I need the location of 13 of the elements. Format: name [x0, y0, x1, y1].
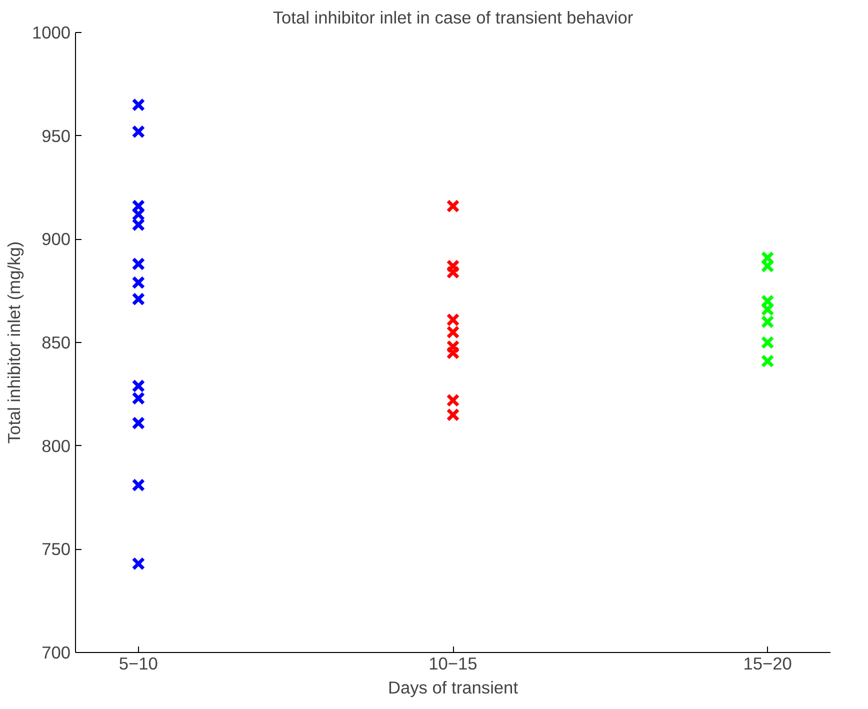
- chart-title: Total inhibitor inlet in case of transient behavior: [272, 8, 634, 28]
- y-tick-label: 800: [42, 436, 71, 456]
- x-tick-label: 10−15: [428, 654, 478, 674]
- y-axis-title: Total inhibitor inlet (mg/kg): [4, 241, 24, 444]
- y-tick-label: 750: [42, 539, 71, 560]
- x-tick-label: 5−10: [118, 654, 158, 674]
- x-axis-title: Days of transient: [388, 678, 518, 698]
- y-tick-label: 700: [42, 642, 71, 662]
- y-tick-label: 1000: [32, 22, 71, 42]
- y-tick-label: 950: [42, 126, 71, 146]
- y-tick-label: 850: [42, 332, 71, 352]
- x-tick-label: 15−20: [743, 654, 792, 674]
- y-tick-label: 900: [42, 229, 71, 250]
